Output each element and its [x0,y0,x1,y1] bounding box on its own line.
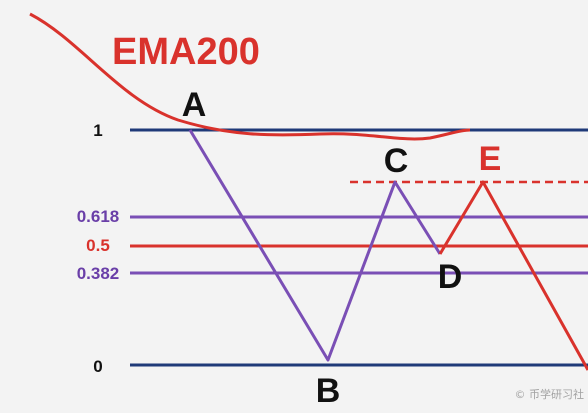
zigzag-de [438,180,588,371]
level-label-0: 0 [93,357,102,376]
point-label-b: B [316,372,341,408]
point-label-a: A [182,86,207,124]
zigzag-abcd [188,129,442,362]
point-label-c: C [384,142,409,180]
ema200-curve [29,12,471,141]
ema200-title: EMA200 [112,31,260,73]
level-label-0.618: 0.618 [77,207,120,226]
point-label-d: D [438,258,463,296]
level-label-1: 1 [93,121,102,140]
level-label-0.382: 0.382 [77,264,120,283]
point-label-e: E [479,140,502,178]
level-label-0.5: 0.5 [86,236,110,255]
watermark: © 币学研习社 [515,387,585,401]
